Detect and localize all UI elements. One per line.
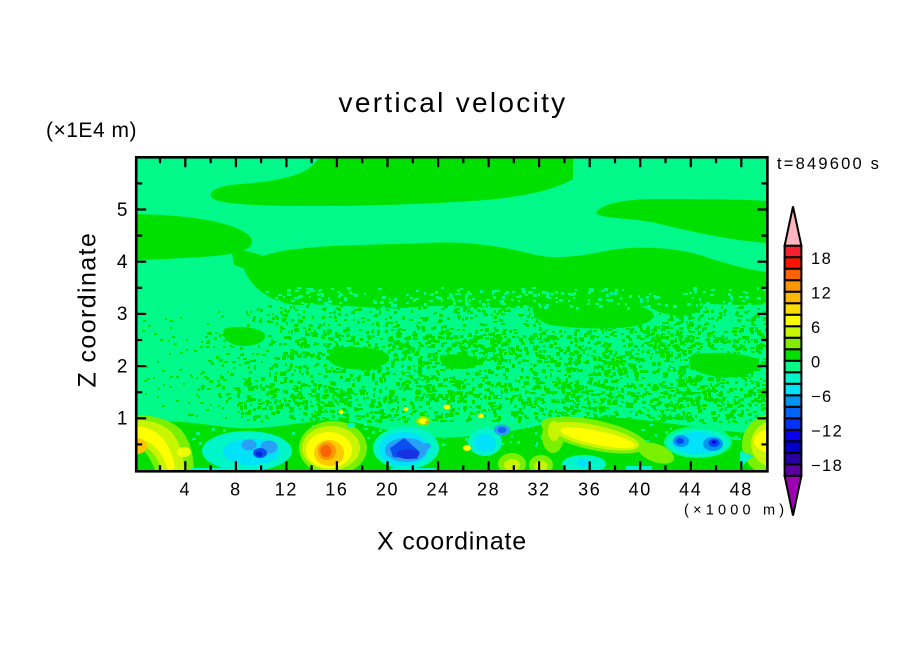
svg-text:(×1E4 m): (×1E4 m)	[46, 119, 137, 142]
svg-text:0: 0	[811, 354, 822, 372]
svg-text:40: 40	[629, 480, 652, 500]
svg-text:vertical velocity: vertical velocity	[339, 87, 568, 118]
svg-text:t=849600 s: t=849600 s	[777, 155, 881, 173]
svg-text:−6: −6	[811, 388, 833, 406]
svg-text:−12: −12	[811, 423, 843, 441]
svg-text:8: 8	[230, 480, 242, 500]
svg-text:−18: −18	[811, 457, 843, 475]
svg-text:(×1000 m): (×1000 m)	[684, 503, 788, 519]
svg-text:Z coordinate: Z coordinate	[74, 232, 102, 388]
svg-text:6: 6	[811, 319, 822, 337]
svg-text:16: 16	[325, 480, 348, 500]
svg-text:48: 48	[730, 480, 753, 500]
svg-text:18: 18	[811, 250, 832, 268]
svg-text:24: 24	[426, 480, 449, 500]
svg-text:1: 1	[117, 409, 128, 430]
svg-text:12: 12	[811, 285, 832, 303]
svg-text:44: 44	[679, 480, 702, 500]
svg-text:2: 2	[117, 356, 128, 377]
svg-text:5: 5	[117, 200, 128, 221]
svg-text:20: 20	[376, 480, 399, 500]
svg-text:4: 4	[179, 480, 191, 500]
svg-text:12: 12	[275, 480, 298, 500]
svg-text:3: 3	[117, 304, 128, 325]
svg-text:32: 32	[527, 480, 550, 500]
svg-text:36: 36	[578, 480, 601, 500]
svg-text:X coordinate: X coordinate	[377, 528, 527, 556]
svg-text:28: 28	[477, 480, 500, 500]
svg-text:4: 4	[117, 252, 128, 273]
